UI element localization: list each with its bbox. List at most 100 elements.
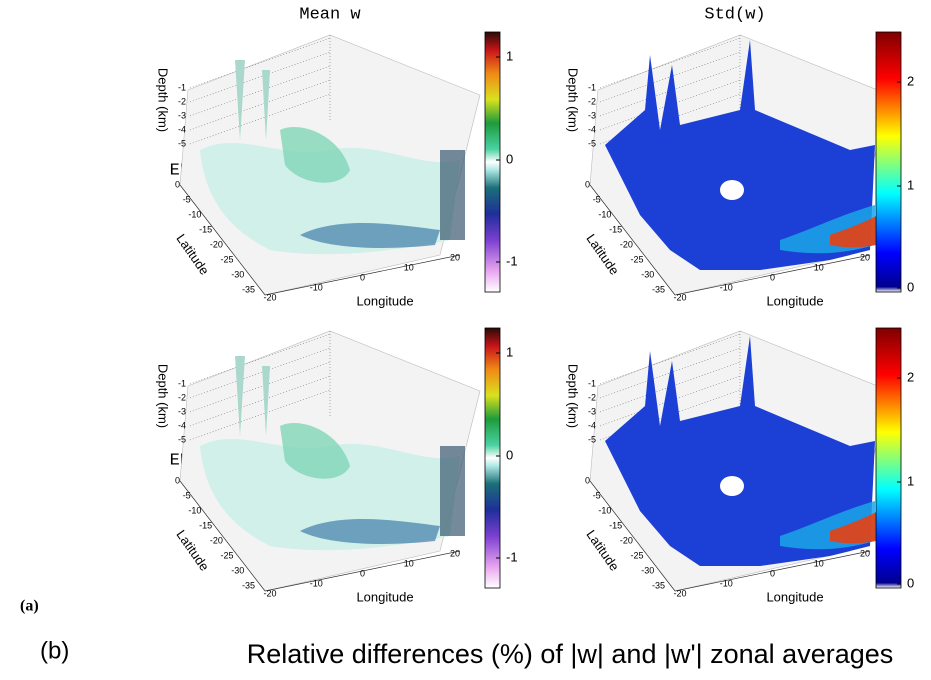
tick-label: -25 bbox=[221, 550, 234, 560]
surface bbox=[300, 519, 440, 544]
tick-label: -30 bbox=[231, 269, 244, 279]
axis-label: Longitude bbox=[356, 589, 413, 604]
tick-label: 0 bbox=[585, 179, 590, 189]
axis-label: Longitude bbox=[766, 589, 823, 604]
tick-label: -35 bbox=[652, 284, 665, 294]
tick-label: -10 bbox=[310, 282, 323, 292]
tick-label: -20 bbox=[263, 588, 276, 598]
panel: Depth (km) -1-2-3-4-50-5-10-15-20-25-30-3… bbox=[566, 31, 914, 308]
tick-label: -5 bbox=[178, 138, 186, 148]
grid-line bbox=[189, 333, 331, 385]
tick-label: 10 bbox=[814, 558, 824, 568]
axis-label: Latitude bbox=[173, 527, 212, 574]
tick-label: 0 bbox=[175, 179, 180, 189]
tick-label: 10 bbox=[404, 262, 414, 272]
colorbar bbox=[875, 327, 902, 589]
axis-label: Latitude bbox=[173, 231, 212, 278]
axis-label: Latitude bbox=[583, 527, 622, 574]
surface bbox=[440, 446, 465, 536]
axis-label: Depth (km) bbox=[566, 68, 581, 132]
tick-label: -15 bbox=[199, 520, 212, 530]
tick-label: 10 bbox=[404, 558, 414, 568]
grid-line bbox=[599, 65, 741, 117]
surface bbox=[605, 336, 875, 566]
tick-label: 0 bbox=[770, 272, 775, 282]
grid-line bbox=[189, 65, 331, 117]
colorbar-tick-label: 1 bbox=[907, 177, 914, 192]
colorbar-tick-label: -1 bbox=[506, 253, 518, 268]
tick-label: -30 bbox=[641, 269, 654, 279]
tick-label: -5 bbox=[183, 490, 191, 500]
tick-label: 0 bbox=[360, 272, 365, 282]
surface bbox=[235, 356, 270, 436]
tick-label: -3 bbox=[178, 110, 186, 120]
tick-label: 20 bbox=[860, 252, 870, 262]
panel-label: (a) bbox=[20, 598, 39, 615]
grid-line bbox=[599, 37, 741, 89]
colorbar bbox=[875, 31, 902, 293]
tick-label: -5 bbox=[588, 138, 596, 148]
panel: Depth (km) -1-2-3-4-50-5-10-15-20-25-30-3… bbox=[156, 327, 518, 604]
panel: Depth (km) -1-2-3-4-50-5-10-15-20-25-30-3… bbox=[156, 31, 518, 308]
surface-hole bbox=[720, 180, 744, 200]
tick-label: -25 bbox=[221, 254, 234, 264]
grid-line bbox=[189, 389, 331, 441]
tick-label: -4 bbox=[178, 124, 186, 134]
tick-label: -3 bbox=[178, 406, 186, 416]
tick-label: -4 bbox=[178, 420, 186, 430]
colorbar-tick-label: -1 bbox=[506, 549, 518, 564]
tick-label: -5 bbox=[588, 434, 596, 444]
grid-line bbox=[189, 37, 331, 89]
tick-label: -20 bbox=[620, 535, 633, 545]
tick-label: -25 bbox=[631, 550, 644, 560]
tick-label: -5 bbox=[593, 194, 601, 204]
grid-line bbox=[599, 79, 741, 131]
tick-label: -20 bbox=[210, 535, 223, 545]
surface bbox=[280, 422, 350, 479]
surface bbox=[300, 223, 440, 248]
axis-label: Depth (km) bbox=[156, 364, 171, 428]
surface bbox=[235, 60, 270, 140]
tick-label: 0 bbox=[360, 568, 365, 578]
tick-label: -5 bbox=[178, 434, 186, 444]
tick-label: -10 bbox=[188, 209, 201, 219]
colorbar-tick-label: 1 bbox=[506, 48, 513, 63]
tick-label: -4 bbox=[588, 420, 596, 430]
tick-label: 20 bbox=[450, 252, 460, 262]
grid-line bbox=[599, 333, 741, 385]
tick-label: -30 bbox=[641, 565, 654, 575]
column-title: Mean w bbox=[299, 5, 361, 24]
tick-label: -20 bbox=[673, 292, 686, 302]
grid-line bbox=[599, 361, 741, 413]
axis-label: Longitude bbox=[356, 293, 413, 308]
colorbar-tick-label: 2 bbox=[907, 369, 914, 384]
colorbar-tick-label: 0 bbox=[907, 279, 914, 294]
tick-label: -2 bbox=[178, 392, 186, 402]
tick-label: -30 bbox=[231, 565, 244, 575]
tick-label: -1 bbox=[588, 82, 596, 92]
tick-label: -10 bbox=[310, 578, 323, 588]
grid-line bbox=[189, 361, 331, 413]
surface-hole bbox=[720, 476, 744, 496]
surface bbox=[440, 150, 465, 240]
colorbar-tick-label: 2 bbox=[907, 73, 914, 88]
tick-label: -2 bbox=[588, 96, 596, 106]
colorbar-tick-label: 0 bbox=[907, 575, 914, 590]
axis-line bbox=[179, 184, 266, 296]
tick-label: 0 bbox=[175, 475, 180, 485]
axis-line bbox=[589, 480, 676, 592]
column-title: Std(w) bbox=[704, 5, 765, 24]
tick-label: -3 bbox=[588, 406, 596, 416]
axis-line bbox=[674, 550, 871, 592]
tick-label: 20 bbox=[860, 548, 870, 558]
axis-line bbox=[264, 254, 461, 296]
tick-label: -10 bbox=[188, 505, 201, 515]
colorbar bbox=[484, 31, 501, 293]
tick-label: -5 bbox=[183, 194, 191, 204]
caption: Relative differences (%) of |w| and |w'|… bbox=[247, 639, 894, 669]
surface bbox=[830, 511, 878, 544]
grid-line bbox=[599, 347, 741, 399]
tick-label: -20 bbox=[210, 239, 223, 249]
tick-label: -20 bbox=[673, 588, 686, 598]
tick-label: -10 bbox=[720, 578, 733, 588]
